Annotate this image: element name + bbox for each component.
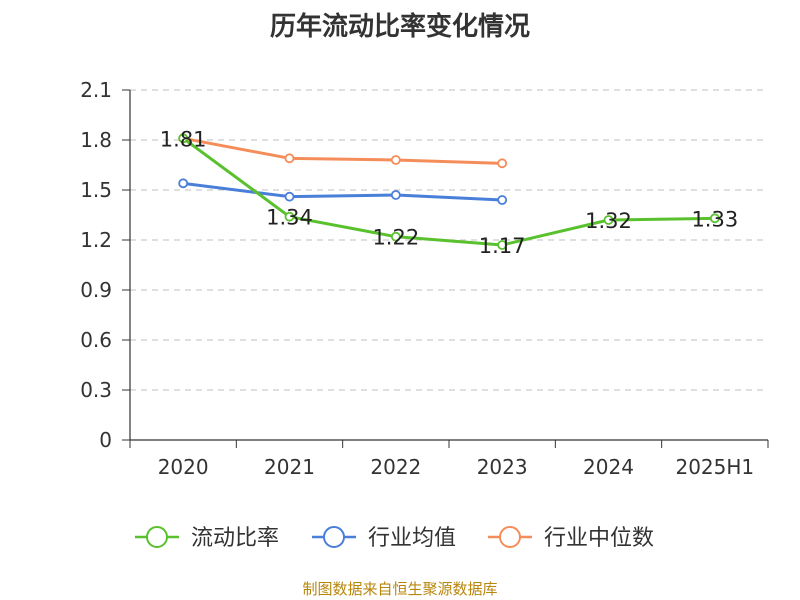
data-point: [390, 155, 401, 165]
legend-label: 行业均值: [368, 526, 456, 551]
y-tick-label: 2.1: [80, 78, 112, 102]
x-tick-label: 2023: [477, 455, 528, 479]
x-tick-label: 2021: [264, 455, 315, 479]
y-tick-label: 1.2: [80, 228, 112, 252]
legend-item: 行业均值: [312, 526, 456, 551]
legend-item: 流动比率: [135, 526, 279, 551]
source-note: 制图数据来自恒生聚源数据库: [302, 580, 498, 598]
data-point: [603, 215, 614, 225]
x-tick-label: 2020: [158, 455, 209, 479]
legend-item: 行业中位数: [488, 526, 654, 551]
series-line: [182, 136, 503, 165]
data-label: 1.32: [585, 209, 632, 233]
x-tick-label: 2024: [583, 455, 634, 479]
data-label: 1.81: [160, 127, 207, 151]
data-point: [497, 195, 508, 205]
data-point: [390, 190, 401, 200]
data-point: [497, 158, 508, 169]
y-tick-label: 0.6: [80, 328, 112, 352]
data-label: 1.17: [479, 234, 526, 258]
data-point: [284, 153, 295, 164]
legend-label: 流动比率: [191, 526, 279, 551]
y-tick-label: 1.5: [80, 178, 112, 202]
y-tick-label: 0.3: [80, 378, 112, 402]
data-point: [178, 133, 189, 144]
series-line: [182, 137, 715, 247]
series-line: [182, 181, 503, 202]
data-point: [284, 211, 295, 222]
chart-title: 历年流动比率变化情况: [269, 12, 530, 42]
y-tick-label: 0: [99, 428, 112, 452]
data-label: 1.33: [691, 207, 738, 231]
legend-marker: [499, 526, 521, 548]
data-labels: 1.81 1.34 1.22 1.17 1.32 1.33: [160, 127, 738, 258]
series-lines: [178, 133, 720, 250]
legend: 流动比率 行业均值 行业中位数: [135, 526, 654, 551]
data-label: 1.22: [372, 226, 419, 250]
data-point: [497, 240, 508, 250]
legend-marker: [146, 526, 168, 548]
axes: 0 0.3 0.6 0.9 1.2 1.5 1.8 2.1 2020 2021 2022 2023 20…: [80, 78, 769, 479]
x-tick-label: 2022: [370, 455, 421, 479]
y-tick-label: 0.9: [80, 278, 112, 302]
data-label: 1.34: [266, 206, 313, 230]
data-point: [178, 178, 189, 189]
data-point: [709, 213, 720, 224]
legend-label: 行业中位数: [544, 526, 654, 551]
data-point: [390, 231, 401, 242]
y-tick-label: 1.8: [80, 128, 112, 152]
data-point: [284, 191, 295, 202]
legend-marker: [323, 526, 345, 548]
x-tick-label: 2025H1: [675, 455, 754, 479]
